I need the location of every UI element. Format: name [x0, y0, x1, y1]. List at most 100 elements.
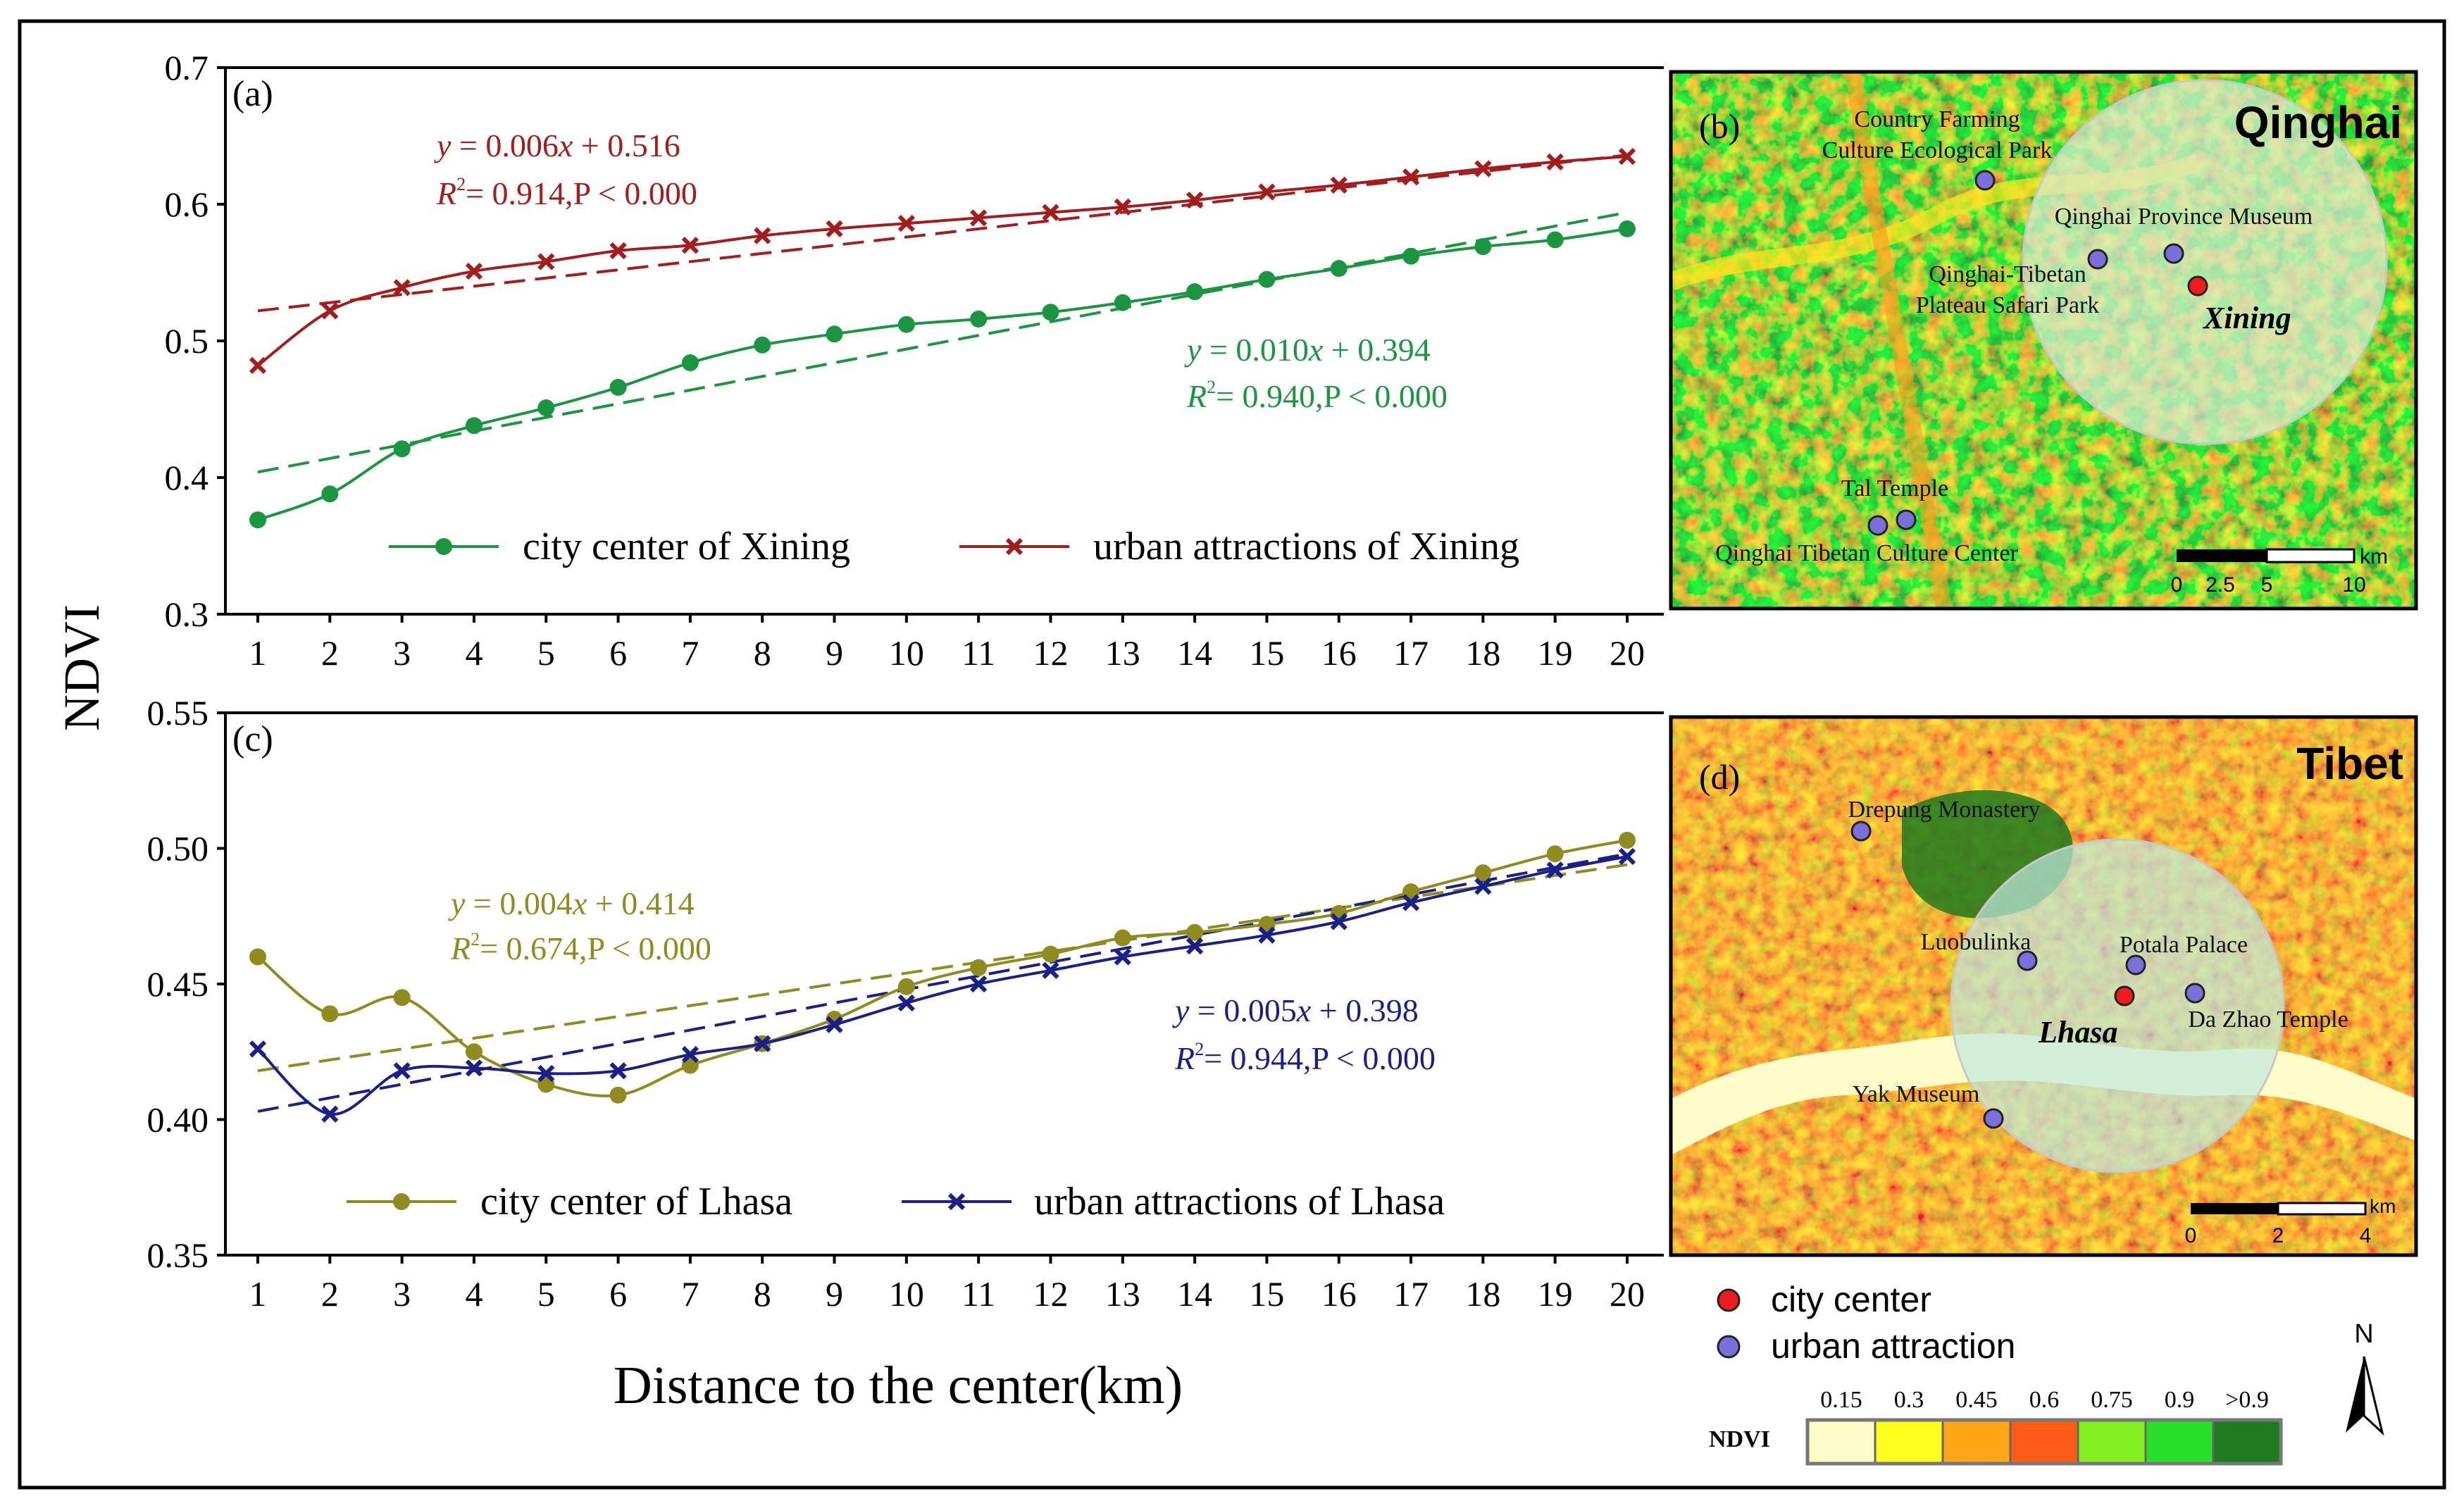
ndvi-swatch	[2144, 1419, 2215, 1465]
y-axis-label: NDVI	[54, 604, 110, 731]
panel-c-y-tick-label: 0.35	[147, 1235, 209, 1275]
panel-c-data-point	[1474, 864, 1492, 882]
scale-bar-black	[2191, 1203, 2278, 1214]
panel-c-data-point	[1330, 913, 1348, 930]
panel-c-data-point	[537, 1064, 555, 1083]
map-b-qinghai: (b) Qinghai Xining Country Farming Cultu…	[1669, 70, 2418, 611]
panel-a-data-point	[1402, 168, 1420, 186]
map-d-label-yak-museum: Yak Museum	[1853, 1081, 1980, 1107]
panel-c-data-point	[897, 994, 915, 1012]
panel-a-x-tick-label: 13	[1105, 633, 1140, 673]
map-b-label-museum: Qinghai Province Museum	[2055, 204, 2313, 230]
map-d-scale-tick: 4	[2360, 1224, 2372, 1247]
map-b-attraction-marker	[1896, 509, 1917, 530]
panel-a-data-point	[681, 354, 699, 372]
map-b-attraction-marker	[2163, 243, 2184, 264]
panel-c-data-point	[1258, 926, 1276, 944]
panel-a-x-tick-label: 11	[962, 633, 995, 673]
map-b-city-label: Xining	[2202, 301, 2291, 335]
ndvi-break-label: >0.9	[2225, 1387, 2269, 1413]
map-d-attraction-marker	[2184, 983, 2205, 1004]
map-d-region: Tibet	[2296, 738, 2403, 789]
panel-a-data-point	[897, 316, 915, 333]
panel-c-fit-r2-center: R2= 0.674,P < 0.000	[450, 929, 711, 966]
panel-a-x-ticks: 1 2 3 4 5 6 7 8 9 10 11 12 13 14 15 16 17 18 19 20	[249, 614, 1645, 673]
panel-a-data-point	[1186, 283, 1204, 301]
panel-c-data-point	[393, 989, 411, 1007]
panel-a-x-tick-label: 6	[609, 633, 627, 673]
map-d-city-center-marker	[2114, 985, 2135, 1007]
panel-a-fit-lines	[257, 154, 1628, 474]
panel-a-data-point	[465, 417, 483, 435]
panel-c-data-point	[1546, 845, 1564, 863]
panel-a-x-tick-label: 10	[889, 633, 924, 673]
panel-c-data-point	[1619, 831, 1636, 849]
panel-c-x-tick-label: 16	[1321, 1274, 1357, 1314]
panel-a-x-tick-label: 2	[321, 633, 339, 673]
ndvi-swatch	[1941, 1419, 2012, 1465]
ndvi-break-label: 0.6	[2029, 1387, 2060, 1413]
panel-a-series	[249, 147, 1636, 529]
panel-a-data-point	[1546, 231, 1564, 249]
panel-a-data-point	[1042, 204, 1059, 221]
map-d-scale-tick: 0	[2185, 1224, 2197, 1247]
panel-a-data-point	[393, 440, 411, 458]
panel-a-data-point	[1186, 192, 1204, 209]
map-b-scale-tick: 0	[2171, 573, 2183, 597]
ndvi-swatch	[2077, 1419, 2147, 1465]
panel-c-x-ticks: 1 2 3 4 5 6 7 8 9 10 11 12 13 14 15 16 17 18 19 20	[249, 1255, 1645, 1314]
panel-a-data-point	[537, 253, 555, 270]
panel-a-y-tick-label: 0.5	[165, 321, 209, 361]
panel-c-data-point	[1114, 929, 1131, 947]
map-d-scale-bar: km 0 2 4	[2185, 1195, 2396, 1247]
ndvi-legend-title: NDVI	[1709, 1426, 1770, 1452]
panel-a-data-point	[1546, 153, 1564, 170]
panel-a-x-tick-label: 5	[537, 633, 555, 673]
panel-a-x-tick-label: 3	[393, 633, 411, 673]
panel-a-data-point	[1114, 294, 1131, 311]
map-b-label-safari-2: Plateau Safari Park	[1916, 292, 2100, 318]
panel-a-data-point	[249, 511, 266, 529]
ndvi-break-label: 0.3	[1894, 1387, 1924, 1413]
panel-a-fit-line	[257, 211, 1628, 474]
panel-a-data-point	[970, 209, 988, 227]
panel-c-x-tick-label: 9	[826, 1274, 843, 1314]
panel-a-x-tick-label: 20	[1610, 633, 1645, 673]
panel-c-data-point	[1186, 937, 1204, 955]
panel-a-x-tick-label: 18	[1465, 633, 1500, 673]
map-d-attraction-marker	[2125, 954, 2146, 976]
panel-c-y-tick-label: 0.40	[147, 1100, 209, 1140]
map-d-tibet: (d) Tibet Lhasa Drepung Monastery Luobul…	[1669, 715, 2418, 1257]
ndvi-swatch	[1806, 1419, 1877, 1465]
panel-c-x-tick-label: 2	[321, 1274, 339, 1314]
panel-a-data-point	[897, 215, 915, 232]
map-b-scale-tick: 5	[2261, 573, 2273, 597]
panel-a-fit-line	[257, 154, 1628, 313]
panel-a-data-point	[393, 279, 411, 297]
panel-a-x-tick-label: 4	[465, 633, 483, 673]
ndvi-break-label: 0.75	[2091, 1387, 2133, 1413]
ndvi-break-label: 0.15	[1820, 1387, 1862, 1413]
panel-a-legend: city center of Xining urban attractions …	[389, 525, 1519, 568]
panel-c-y-tick-label: 0.45	[147, 964, 209, 1004]
map-d-attraction-marker	[1983, 1108, 2004, 1129]
map-d-attraction-marker	[2017, 950, 2038, 971]
map-b-scale-tick: 10	[2342, 573, 2365, 597]
map-b-scale-tick: 2.5	[2205, 573, 2235, 597]
panel-c-x-tick-label: 18	[1465, 1274, 1500, 1314]
panel-a-x-tick-label: 15	[1249, 633, 1284, 673]
legend-label-lhasa-attractions: urban attractions of Lhasa	[1034, 1180, 1445, 1223]
panel-c-data-point	[1402, 894, 1420, 911]
panel-a-data-point	[1042, 304, 1059, 321]
panel-c-data-point	[249, 1040, 267, 1058]
panel-a-data-point	[609, 242, 627, 260]
panel-c-data-point	[1042, 945, 1059, 963]
legend-marker-xining-center	[435, 538, 452, 555]
panel-a-x-tick-label: 12	[1033, 633, 1068, 673]
map-b-label-culture-center: Qinghai Tibetan Culture Center	[1715, 540, 2018, 566]
panel-c-x-tick-label: 1	[249, 1274, 267, 1314]
panel-c-data-point	[826, 1016, 843, 1033]
panel-c-data-point	[321, 1005, 339, 1023]
panel-c-y-tick-label: 0.50	[147, 829, 209, 868]
panel-c-fit-eq-attractions: y = 0.005x + 0.398	[1172, 992, 1419, 1028]
